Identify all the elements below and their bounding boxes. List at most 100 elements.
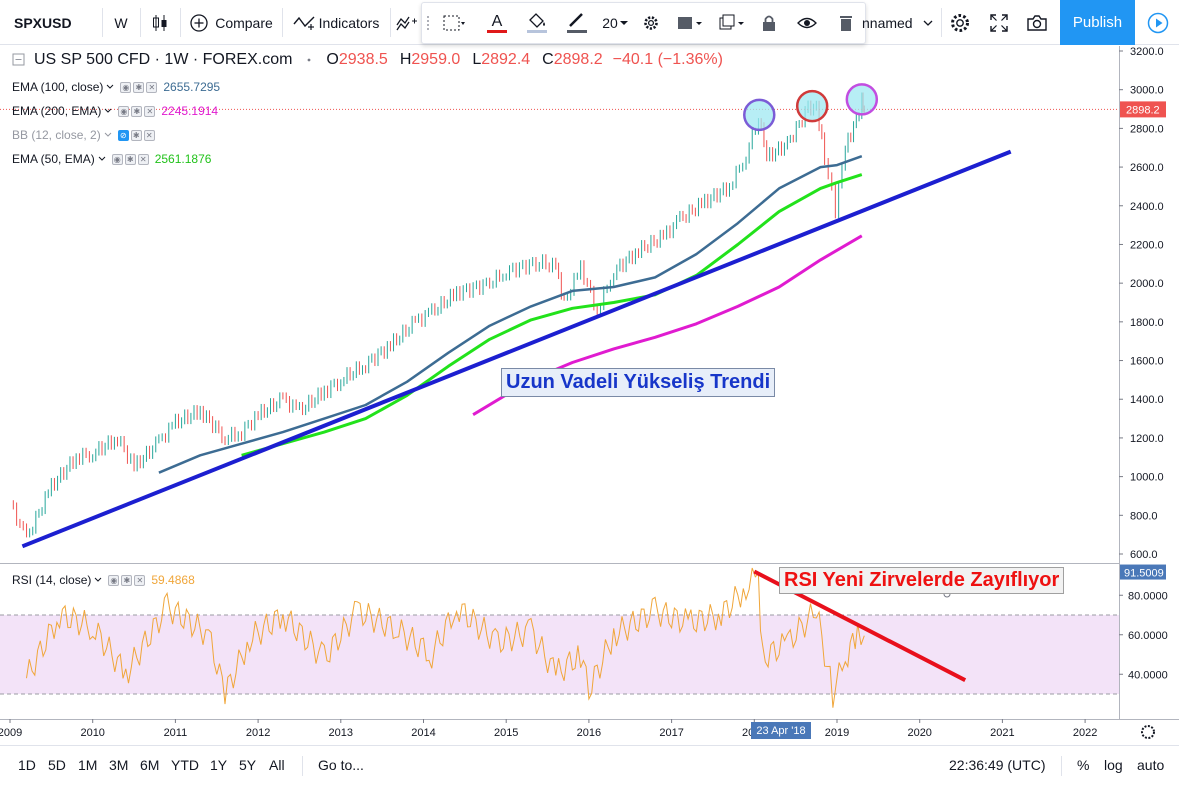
templates-button[interactable] [390,0,424,45]
publish-button[interactable]: Publish [1060,0,1135,45]
price-axis-label: 600.0 [1130,549,1158,561]
caret-down-icon [619,21,628,25]
log-toggle[interactable]: log [1104,757,1123,773]
time-axis-border [0,719,1179,720]
indicator-label: BB (12, close, 2) [12,128,101,142]
ema-100-line[interactable] [158,155,863,474]
gear-icon[interactable]: ✱ [121,574,133,586]
top-toolbar: SPXUSD W Compare Indicators [0,0,1179,45]
gear-icon[interactable]: ✱ [133,81,145,93]
close-icon[interactable]: ✕ [146,81,158,93]
time-axis-label: 2010 [80,727,104,739]
fill-color-button[interactable] [518,3,556,43]
price-axis-label: 1800.0 [1130,317,1164,329]
range-all[interactable]: All [269,757,285,773]
layout-name-select[interactable]: nnamed [862,0,940,45]
axis-settings-gear-icon[interactable] [1141,725,1155,739]
candles-icon [153,14,167,31]
eye-icon[interactable]: ◉ [118,105,130,117]
camera-icon [1027,14,1047,31]
close-icon[interactable]: ✕ [137,153,149,165]
compare-button[interactable]: Compare [180,0,282,45]
lock-button[interactable] [752,3,786,43]
percent-toggle[interactable]: % [1077,757,1090,773]
more-icon[interactable] [302,55,316,65]
rsi-label: RSI (14, close) [12,573,92,587]
trend-line[interactable] [21,149,1012,549]
gear-icon[interactable]: ✱ [124,153,136,165]
trend-annotation[interactable]: Uzun Vadeli Yükseliş Trendi [501,368,776,397]
range-ytd[interactable]: YTD [171,757,199,773]
price-axis-label: 1000.0 [1130,472,1164,484]
svg-text:A: A [492,13,503,30]
range-5d[interactable]: 5D [48,757,66,773]
chevron-down-icon[interactable] [104,132,112,138]
fullscreen-icon [990,13,1008,32]
rsi-line[interactable] [26,567,865,708]
symbol-search[interactable]: SPXUSD [14,14,72,31]
eye-icon[interactable]: ◉ [108,574,120,586]
indicator-legend-ema200[interactable]: EMA (200, EMA) ◉ ✱ ✕ 2245.1914 [12,104,218,118]
price-chart[interactable]: 3200.0 3000.0 2800.0 2600.0 2400.0 2200.0 2000… [0,46,1179,746]
chart-style-button[interactable] [140,0,180,45]
price-axis-label: 2600.0 [1130,162,1164,174]
rsi-legend[interactable]: RSI (14, close) ◉ ✱ ✕ 59.4868 [12,573,195,587]
delete-button[interactable] [828,3,864,43]
top-marker-circle[interactable] [795,89,829,123]
range-5y[interactable]: 5Y [239,757,257,773]
indicators-button[interactable]: Indicators [282,0,390,45]
top-marker-circle[interactable] [743,98,776,132]
chevron-down-icon[interactable] [98,156,106,162]
drawing-toolbar: A 20 [421,2,866,44]
drawing-settings-button[interactable] [634,3,668,43]
top-marker-circle[interactable] [845,83,879,116]
toolbar-divider [282,8,283,37]
line-color-button[interactable] [558,3,596,43]
indicator-legend-ema100[interactable]: EMA (100, close) ◉ ✱ ✕ 2655.7295 [12,80,220,94]
chevron-down-icon[interactable] [94,577,102,583]
indicator-value: 2561.1876 [154,152,212,166]
compare-label: Compare [215,14,273,31]
range-1y[interactable]: 1Y [210,757,228,773]
ema-50-line[interactable] [241,173,863,457]
toolbar-divider [102,8,103,37]
chart-settings-button[interactable] [942,0,978,45]
toolbar-divider [140,8,141,37]
hide-button[interactable] [788,3,826,43]
template-select[interactable] [434,3,474,43]
range-1d[interactable]: 1D [18,757,36,773]
high-value: 2959.0 [411,51,461,68]
replay-button[interactable] [1136,0,1179,45]
snapshot-button[interactable] [1018,0,1056,45]
go-to-date-button[interactable]: Go to... [318,757,364,773]
range-1m[interactable]: 1M [78,757,98,773]
eye-icon[interactable]: ◉ [111,153,123,165]
range-6m[interactable]: 6M [140,757,160,773]
price-axis-label: 2000.0 [1130,278,1164,290]
gear-icon[interactable]: ✱ [131,105,143,117]
range-3m[interactable]: 3M [109,757,129,773]
indicator-legend-bb[interactable]: BB (12, close, 2) ⊘ ✱ ✕ [12,128,161,142]
chevron-down-icon[interactable] [106,84,114,90]
clone-select[interactable] [712,3,752,43]
close-icon[interactable]: ✕ [134,574,146,586]
rsi-annotation[interactable]: RSI Yeni Zirvelerde Zayıflıyor [779,567,1065,594]
close-icon[interactable]: ✕ [143,129,155,141]
gear-icon[interactable]: ✱ [130,129,142,141]
auto-toggle[interactable]: auto [1137,757,1165,773]
collapse-icon[interactable] [12,53,26,67]
hidden-eye-icon[interactable]: ⊘ [117,129,129,141]
toolbar-divider [1061,756,1062,776]
font-size-select[interactable]: 20 [598,3,632,43]
clock[interactable]: 22:36:49 (UTC) [949,757,1046,773]
chevron-down-icon[interactable] [104,108,112,114]
indicator-legend-ema50[interactable]: EMA (50, EMA) ◉ ✱ ✕ 2561.1876 [12,152,211,166]
close-icon[interactable]: ✕ [144,105,156,117]
eye-icon[interactable]: ◉ [120,81,132,93]
drag-handle[interactable] [424,3,432,43]
rsi-band [0,615,1119,694]
visibility-select[interactable] [670,3,710,43]
fullscreen-button[interactable] [980,0,1018,45]
text-color-button[interactable]: A [478,3,516,43]
interval-button[interactable]: W [114,14,128,31]
